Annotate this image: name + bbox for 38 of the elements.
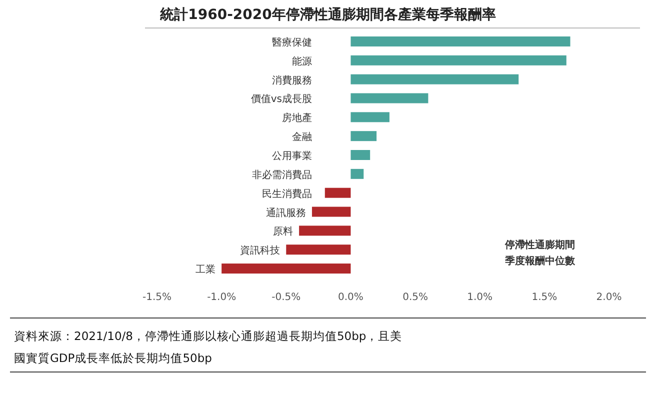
- annotation: 季度報酬中位數: [504, 255, 576, 267]
- y-tick-label: 金融: [292, 131, 312, 144]
- x-tick-label: -1.5%: [142, 292, 172, 303]
- y-tick-label: 價值vs成長股: [250, 93, 312, 106]
- bar: [350, 150, 370, 160]
- x-tick-label: 2.0%: [596, 292, 622, 303]
- bar: [299, 226, 351, 236]
- x-tick-label: 0.0%: [338, 292, 364, 303]
- bar: [350, 74, 519, 84]
- x-tick-label: -0.5%: [272, 292, 301, 303]
- x-tick-label: 1.5%: [532, 292, 558, 303]
- bar: [350, 112, 390, 122]
- y-tick-label: 資訊科技: [240, 244, 280, 257]
- y-tick-label: 能源: [292, 55, 312, 68]
- x-tick-label: -1.0%: [207, 292, 236, 303]
- bar: [350, 168, 364, 179]
- bar: [286, 244, 351, 255]
- x-tick-label: 1.0%: [467, 292, 493, 303]
- annotation: 停滯性通膨期間: [504, 239, 575, 251]
- y-tick-label: 原料: [273, 226, 294, 238]
- source-note: 資料來源：2021/10/8，停滯性通膨以核心通膨超過長期均值50bp，且美國實質GDP成長率低於長期均值50bp: [14, 329, 402, 365]
- y-tick-label: 非必需消費品: [252, 168, 312, 181]
- y-tick-label: 民生消費品: [262, 188, 312, 200]
- bar: [350, 55, 566, 66]
- bar: [350, 36, 570, 46]
- y-tick-label: 公用事業: [272, 150, 312, 162]
- bar: [312, 206, 351, 217]
- bar: [350, 93, 428, 104]
- bar: [350, 131, 377, 142]
- y-tick-label: 工業: [196, 264, 216, 276]
- y-tick-label: 消費服務: [272, 74, 312, 86]
- bar: [222, 264, 351, 274]
- y-tick-label: 通訊服務: [266, 206, 306, 219]
- chart-title: 統計1960-2020年停滯性通膨期間各產業每季報酬率: [159, 6, 496, 23]
- bar: [324, 188, 351, 198]
- x-tick-label: 0.5%: [402, 292, 428, 303]
- y-tick-label: 醫療保健: [272, 36, 312, 48]
- y-tick-label: 房地產: [282, 112, 312, 124]
